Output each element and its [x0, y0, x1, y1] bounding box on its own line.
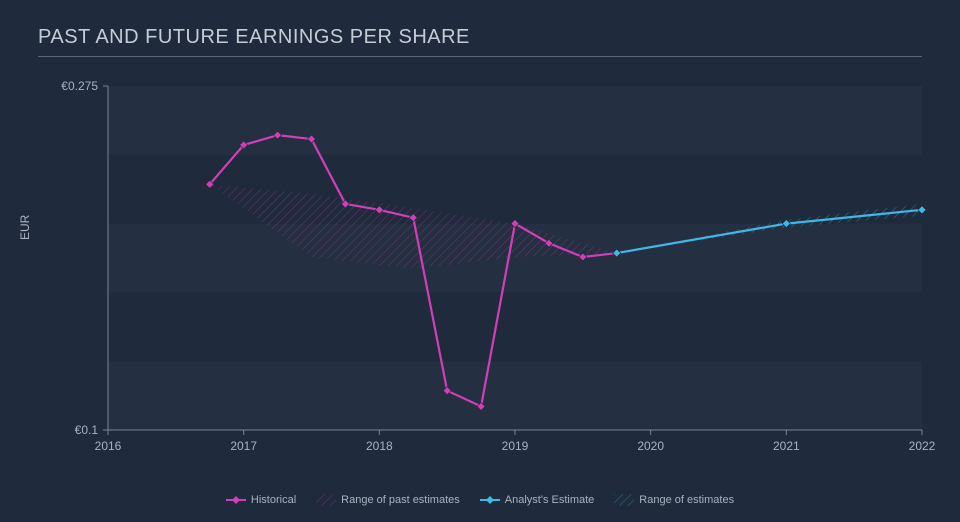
svg-text:2018: 2018: [366, 439, 393, 453]
chart-container: PAST AND FUTURE EARNINGS PER SHARE EUR 2…: [0, 0, 960, 522]
svg-text:2019: 2019: [502, 439, 529, 453]
legend-label-estimate: Analyst's Estimate: [505, 494, 595, 506]
legend-historical: Historical: [226, 494, 296, 506]
legend-label-historical: Historical: [251, 494, 296, 506]
chart-svg: 2016 2017 2018 2019 2020 2021 2022 €0.1 €0.275: [0, 0, 960, 522]
svg-text:2017: 2017: [230, 439, 257, 453]
legend-past-range: Range of past estimates: [316, 494, 460, 506]
svg-text:2022: 2022: [909, 439, 936, 453]
legend-estimate: Analyst's Estimate: [480, 494, 595, 506]
svg-text:2020: 2020: [637, 439, 664, 453]
legend-label-past-range: Range of past estimates: [341, 494, 460, 506]
legend-future-range: Range of estimates: [614, 494, 734, 506]
legend-swatch-past-range-icon: [316, 494, 336, 506]
legend-swatch-future-range-icon: [614, 494, 634, 506]
legend: Historical Range of past estimates Analy…: [0, 494, 960, 506]
x-ticks: 2016 2017 2018 2019 2020 2021 2022: [95, 430, 936, 453]
grid-bands: [108, 86, 922, 430]
svg-text:2021: 2021: [773, 439, 800, 453]
y-ticks: €0.1 €0.275: [61, 79, 108, 437]
svg-text:€0.275: €0.275: [61, 79, 98, 93]
svg-text:2016: 2016: [95, 439, 122, 453]
legend-label-future-range: Range of estimates: [639, 494, 734, 506]
legend-swatch-estimate-icon: [480, 494, 500, 506]
svg-text:€0.1: €0.1: [75, 423, 99, 437]
legend-swatch-historical-icon: [226, 494, 246, 506]
